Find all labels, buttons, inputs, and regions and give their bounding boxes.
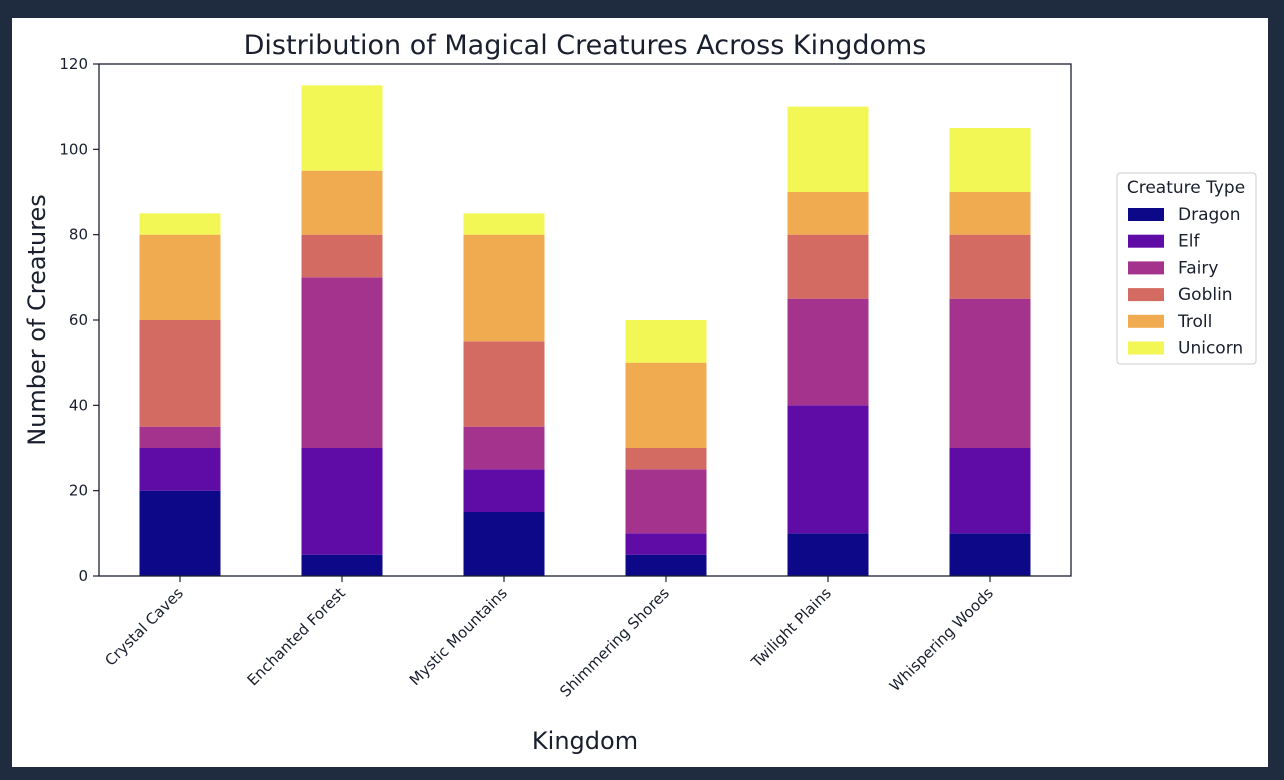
bar-goblin-enchanted-forest (301, 234, 383, 278)
bar-troll-enchanted-forest (301, 170, 383, 235)
y-tick-label: 40 (69, 396, 88, 414)
bar-unicorn-mystic-mountains (463, 213, 545, 235)
y-tick-label: 20 (69, 482, 88, 500)
legend-label-unicorn: Unicorn (1178, 339, 1243, 359)
stacked-bar-chart: Distribution of Magical Creatures Across… (23, 30, 1257, 755)
bars-group (139, 85, 1031, 576)
chart-title: Distribution of Magical Creatures Across… (244, 30, 927, 61)
bar-goblin-shimmering-shores (625, 448, 707, 470)
bar-unicorn-twilight-plains (787, 106, 869, 192)
x-axis: Crystal Caves Enchanted Forest Mystic Moun… (101, 576, 997, 701)
legend-swatch-goblin (1128, 288, 1164, 302)
bar-fairy-shimmering-shores (625, 469, 707, 534)
bar-elf-mystic-mountains (463, 469, 545, 512)
bar-dragon-twilight-plains (787, 533, 869, 576)
bar-troll-shimmering-shores (625, 362, 707, 448)
bar-elf-shimmering-shores (625, 533, 707, 555)
bar-elf-whispering-woods (949, 448, 1031, 534)
bar-fairy-crystal-caves (139, 426, 221, 448)
plot-area-border (98, 63, 1072, 577)
bar-unicorn-crystal-caves (139, 213, 221, 235)
y-tick-label: 60 (69, 311, 88, 329)
x-tick-label: Mystic Mountains (406, 584, 511, 689)
y-tick-label: 80 (69, 226, 88, 244)
legend-swatch-troll (1128, 314, 1164, 328)
bar-dragon-crystal-caves (139, 490, 221, 576)
legend-label-dragon: Dragon (1178, 205, 1240, 225)
legend: Creature Type Dragon Elf Fairy Goblin Troll U… (1116, 172, 1257, 365)
bar-unicorn-shimmering-shores (625, 320, 707, 363)
bar-dragon-mystic-mountains (463, 512, 545, 576)
legend-swatch-unicorn (1128, 341, 1164, 355)
bar-dragon-whispering-woods (949, 533, 1031, 576)
x-tick-label: Shimmering Shores (556, 584, 673, 701)
bar-fairy-enchanted-forest (301, 277, 383, 448)
legend-title: Creature Type (1127, 178, 1245, 198)
bar-dragon-enchanted-forest (301, 554, 383, 576)
bar-dragon-shimmering-shores (625, 554, 707, 576)
bar-elf-enchanted-forest (301, 448, 383, 555)
bar-troll-twilight-plains (787, 192, 869, 235)
legend-items: Dragon Elf Fairy Goblin Troll Unicorn (1128, 205, 1243, 359)
bar-elf-twilight-plains (787, 405, 869, 534)
y-tick-label: 120 (59, 55, 88, 73)
y-tick-label: 0 (78, 567, 88, 585)
bar-troll-mystic-mountains (463, 234, 545, 342)
legend-swatch-elf (1128, 234, 1164, 248)
x-tick-label: Twilight Plains (747, 584, 835, 672)
bar-goblin-crystal-caves (139, 320, 221, 427)
bar-elf-crystal-caves (139, 448, 221, 491)
bar-goblin-whispering-woods (949, 234, 1031, 299)
legend-label-goblin: Goblin (1178, 285, 1233, 305)
bar-fairy-whispering-woods (949, 298, 1031, 448)
bar-troll-whispering-woods (949, 192, 1031, 235)
chart-frame: Distribution of Magical Creatures Across… (12, 18, 1268, 767)
legend-swatch-dragon (1128, 208, 1164, 221)
bar-unicorn-enchanted-forest (301, 85, 383, 171)
x-tick-label: Crystal Caves (101, 584, 187, 670)
x-tick-label: Enchanted Forest (244, 584, 349, 689)
y-axis: 0 20 40 60 80 100 120 (59, 55, 99, 585)
bar-unicorn-whispering-woods (949, 128, 1031, 192)
bar-goblin-twilight-plains (787, 234, 869, 299)
bar-troll-crystal-caves (139, 234, 221, 320)
legend-label-elf: Elf (1178, 232, 1200, 252)
y-axis-label: Number of Creatures (23, 194, 51, 446)
legend-label-fairy: Fairy (1178, 258, 1218, 278)
y-tick-label: 100 (59, 140, 88, 158)
x-tick-label: Whispering Woods (886, 584, 997, 695)
bar-goblin-mystic-mountains (463, 341, 545, 427)
bar-fairy-twilight-plains (787, 298, 869, 406)
bar-fairy-mystic-mountains (463, 426, 545, 470)
legend-swatch-fairy (1128, 261, 1164, 275)
legend-label-troll: Troll (1177, 312, 1212, 332)
x-axis-label: Kingdom (532, 727, 638, 755)
